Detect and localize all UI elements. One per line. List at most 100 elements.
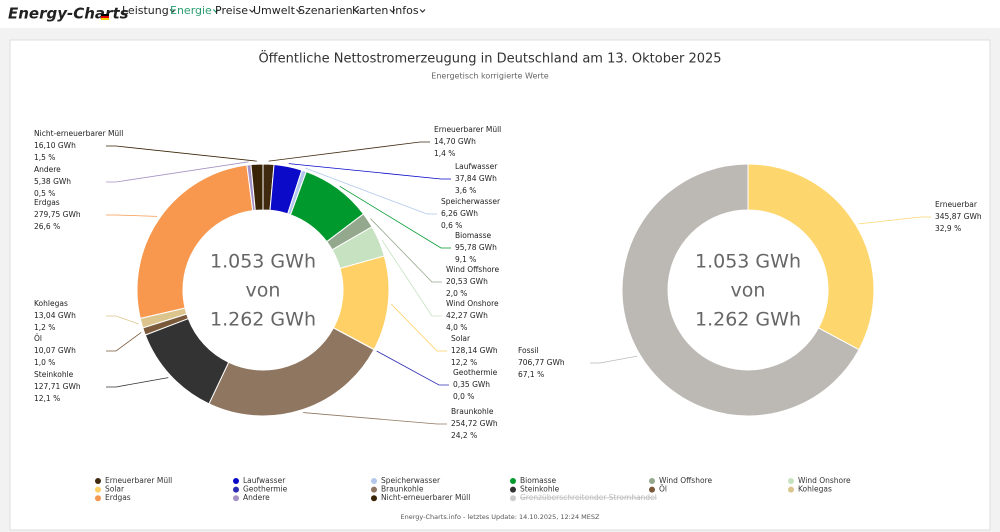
slice-value: 128,14 GWh: [451, 346, 498, 355]
pie-slice[interactable]: [747, 163, 875, 351]
slice-share: 2,0 %: [446, 289, 467, 298]
slice-share: 12,1 %: [34, 394, 60, 403]
nav-item[interactable]: Energie: [170, 4, 212, 17]
slice-label: Andere: [34, 165, 61, 174]
nav-item[interactable]: Szenarien: [298, 4, 353, 17]
legend-swatch[interactable]: [371, 478, 377, 484]
legend-label[interactable]: Andere: [243, 493, 270, 502]
legend-swatch[interactable]: [649, 478, 655, 484]
navbar: [0, 0, 1000, 28]
slice-label: Laufwasser: [455, 162, 498, 171]
slice-label: Fossil: [518, 346, 539, 355]
leader-line: [304, 167, 437, 215]
slice-value: 20,53 GWh: [446, 277, 488, 286]
pie-slice[interactable]: [621, 163, 860, 417]
legend-label[interactable]: Laufwasser: [243, 476, 286, 485]
slice-label: Erdgas: [34, 198, 60, 207]
legend-swatch[interactable]: [95, 495, 101, 502]
legend-swatch[interactable]: [788, 478, 794, 484]
legend-label[interactable]: Geothermie: [243, 485, 288, 494]
legend-label[interactable]: Braunkohle: [381, 485, 424, 494]
nav-chevron: [212, 9, 219, 13]
slice-label: Nicht-erneuerbarer Müll: [34, 129, 123, 138]
nav-item[interactable]: Preise: [215, 4, 248, 17]
center-label: von: [246, 280, 281, 302]
leader-line: [106, 315, 139, 325]
chart-title: Öffentliche Nettostromerzeugung in Deuts…: [258, 50, 721, 67]
slice-share: 1,5 %: [34, 153, 55, 162]
legend-label[interactable]: Öl: [659, 485, 667, 494]
slice-value: 127,71 GWh: [34, 382, 81, 391]
legend-label[interactable]: Steinkohle: [520, 485, 560, 494]
legend-swatch[interactable]: [510, 486, 516, 493]
legend-label[interactable]: Kohlegas: [798, 485, 832, 494]
leader-line: [106, 214, 158, 217]
legend-swatch[interactable]: [233, 478, 239, 484]
nav-item[interactable]: Leistung: [122, 4, 169, 17]
leader-line: [288, 163, 451, 180]
slice-value: 14,70 GWh: [434, 137, 476, 146]
slice-label: Biomasse: [455, 231, 492, 240]
slice-share: 26,6 %: [34, 222, 60, 231]
slice-share: 12,2 %: [451, 358, 477, 367]
center-label: von: [731, 280, 766, 302]
legend-label[interactable]: Solar: [105, 485, 125, 494]
slice-label: Wind Onshore: [446, 299, 499, 308]
slice-share: 67,1 %: [518, 370, 544, 379]
slice-share: 3,6 %: [455, 186, 476, 195]
legend-swatch[interactable]: [95, 486, 101, 493]
legend-label[interactable]: Speicherwasser: [381, 476, 441, 485]
slice-value: 95,78 GWh: [455, 243, 497, 252]
center-label: 1.262 GWh: [210, 309, 316, 331]
legend-swatch[interactable]: [510, 478, 516, 484]
leader-line: [303, 412, 447, 425]
flag: [101, 16, 109, 18]
nav-item[interactable]: Karten: [352, 4, 388, 17]
legend-label[interactable]: Wind Onshore: [798, 476, 851, 485]
legend-swatch[interactable]: [371, 486, 377, 493]
nav-chevron: [419, 9, 426, 13]
nav-item[interactable]: Infos: [392, 4, 419, 17]
leader-line: [370, 218, 442, 283]
slice-label: Öl: [34, 334, 42, 343]
nav-item[interactable]: Umwelt: [253, 4, 296, 17]
pie-slice[interactable]: [250, 163, 264, 211]
legend-label[interactable]: Erdgas: [105, 493, 131, 502]
pie-slice[interactable]: [136, 164, 254, 319]
legend-label[interactable]: Wind Offshore: [659, 476, 712, 485]
nav-chevron: [169, 9, 176, 13]
slice-value: 13,04 GWh: [34, 311, 76, 320]
legend-swatch[interactable]: [649, 486, 655, 493]
footer: Energy-Charts.info - letztes Update: 14.…: [401, 513, 601, 521]
leader-line: [858, 216, 931, 225]
slice-label: Wind Offshore: [446, 265, 499, 274]
legend-swatch[interactable]: [510, 495, 516, 502]
center-label: 1.262 GWh: [695, 309, 801, 331]
nav-chevron: [295, 9, 302, 13]
slice-label: Steinkohle: [34, 370, 74, 379]
slice-label: Erneuerbar: [935, 200, 978, 209]
legend-label[interactable]: Erneuerbarer Müll: [105, 476, 172, 485]
legend-label[interactable]: Grenzüberschreitender Stromhandel: [520, 493, 657, 502]
logo[interactable]: Energy-Charts: [8, 5, 129, 23]
slice-label: Speicherwasser: [441, 197, 501, 206]
slice-value: 37,84 GWh: [455, 174, 497, 183]
nav-chevron: [389, 9, 396, 13]
slice-share: 9,1 %: [455, 255, 476, 264]
legend-swatch[interactable]: [371, 495, 377, 502]
slice-label: Solar: [451, 334, 471, 343]
legend-label[interactable]: Biomasse: [520, 476, 557, 485]
slice-share: 0,6 %: [441, 221, 462, 230]
slice-value: 706,77 GWh: [518, 358, 565, 367]
leader-line: [106, 332, 142, 352]
legend-swatch[interactable]: [95, 478, 101, 484]
nav-chevron: [353, 9, 360, 13]
legend-label[interactable]: Nicht-erneuerbarer Müll: [381, 493, 470, 502]
legend-swatch[interactable]: [788, 486, 794, 493]
leader-line: [376, 350, 449, 386]
legend-swatch[interactable]: [233, 495, 239, 502]
slice-share: 1,2 %: [34, 323, 55, 332]
leader-line: [106, 161, 249, 183]
center-label: 1.053 GWh: [210, 251, 316, 273]
legend-swatch[interactable]: [233, 486, 239, 493]
